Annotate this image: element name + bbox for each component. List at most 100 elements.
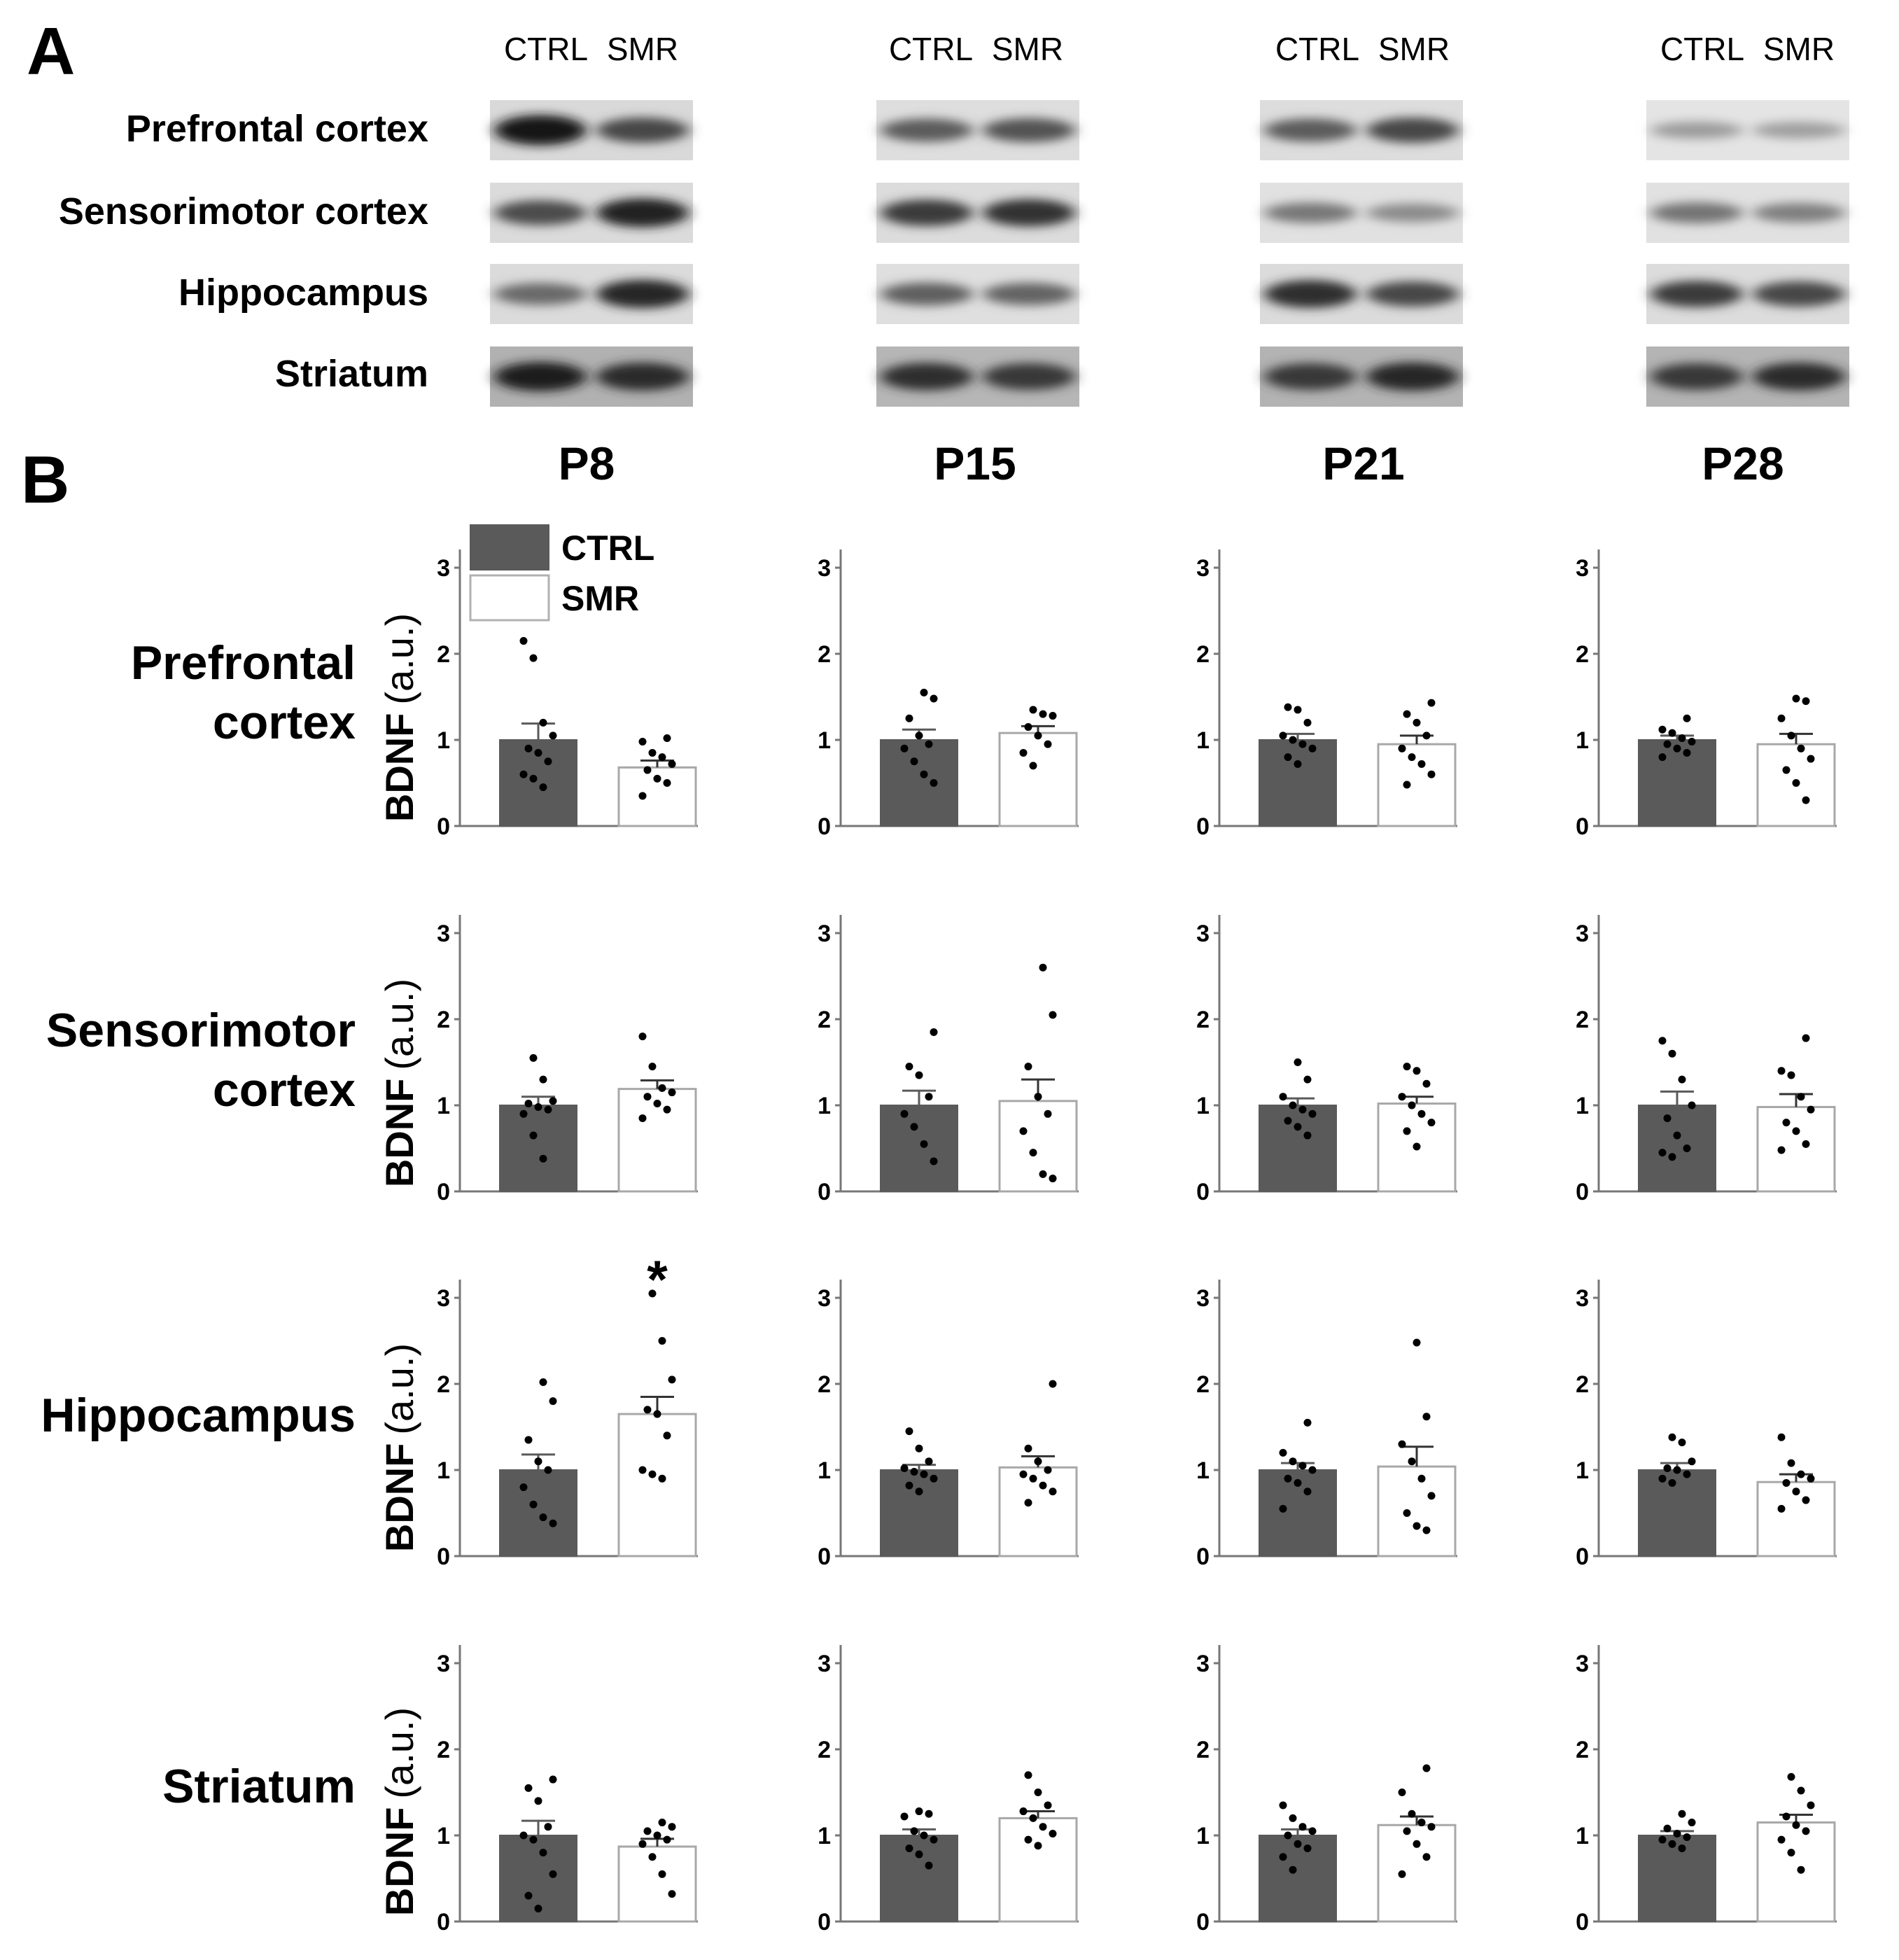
data-point — [663, 1432, 671, 1440]
blot-band-ctrl — [1651, 121, 1743, 139]
blot-row-label: Sensorimotor cortex — [59, 190, 428, 232]
data-point — [1289, 1814, 1297, 1822]
legend-swatch-ctrl — [470, 524, 549, 570]
blot-band-ctrl — [494, 362, 587, 391]
y-tick-label: 2 — [437, 1371, 450, 1398]
chart-panel: 0 1 2 3 — [818, 915, 1079, 1205]
data-point — [915, 1850, 923, 1858]
chart-panel: 0 1 2 3 — [818, 1280, 1079, 1570]
bar-ctrl — [1259, 1105, 1337, 1192]
data-point — [544, 1823, 552, 1831]
data-point — [1303, 1844, 1312, 1852]
data-point — [1294, 706, 1302, 714]
data-point — [1787, 1772, 1795, 1781]
blot-band-ctrl — [881, 200, 973, 226]
blot-band-smr — [1753, 362, 1845, 391]
blot-band-smr — [983, 199, 1075, 227]
data-point — [910, 1123, 918, 1131]
data-point — [663, 1105, 671, 1114]
data-point — [658, 1819, 666, 1827]
y-tick-label: 2 — [1196, 1371, 1210, 1398]
data-point — [663, 779, 671, 787]
blot-band-smr — [1366, 203, 1459, 223]
chart-panel: 0 1 2 3 — [437, 1645, 698, 1935]
y-tick-label: 1 — [1196, 727, 1210, 754]
bar-ctrl — [1638, 1105, 1716, 1192]
data-point — [539, 1378, 547, 1387]
data-point — [1024, 1063, 1032, 1071]
y-tick-label: 1 — [1576, 1457, 1589, 1484]
data-point — [653, 1831, 661, 1840]
y-tick-label: 3 — [818, 920, 831, 947]
y-tick-label: 0 — [818, 1544, 831, 1570]
data-point — [1403, 1827, 1411, 1835]
y-tick-label: 3 — [437, 1285, 450, 1312]
data-point — [1044, 740, 1052, 748]
data-point — [1777, 1146, 1786, 1154]
data-point — [1673, 1466, 1681, 1474]
data-point — [1787, 1071, 1795, 1079]
y-tick-label: 1 — [818, 1457, 831, 1484]
data-point — [1298, 1105, 1307, 1114]
data-point — [1782, 766, 1791, 774]
data-point — [915, 1807, 923, 1816]
data-point — [1279, 1093, 1287, 1101]
y-tick-label: 0 — [1576, 813, 1589, 840]
age-title-p28: P28 — [1702, 438, 1784, 489]
data-point — [1294, 1058, 1302, 1066]
bar-ctrl — [880, 739, 958, 827]
y-axis-label: BDNF(a.u.) — [377, 1707, 421, 1916]
y-tick-label: 3 — [1576, 555, 1589, 582]
data-point — [643, 1406, 652, 1414]
region-title-sensorimotor: cortex — [213, 1063, 356, 1116]
bar-smr — [617, 1845, 697, 1923]
bar-chart-grid: 0 1 2 3 0 1 2 3 0 1 2 3 0 1 2 3 0 1 2 3 0 1 2 3 0 1 2 3 0 1 2 3 0 1 2 3 * 0 1 2… — [437, 550, 1837, 1935]
blot-image — [876, 100, 1079, 160]
data-point — [1787, 1849, 1795, 1857]
data-point — [925, 1809, 933, 1818]
data-point — [1308, 1466, 1317, 1474]
blot-image — [490, 183, 693, 243]
data-point — [900, 1110, 909, 1118]
y-tick-label: 1 — [437, 727, 450, 754]
bar-smr — [1756, 1105, 1836, 1193]
data-point — [915, 1488, 923, 1496]
blot-band-smr — [1366, 281, 1459, 307]
data-point — [1279, 1853, 1287, 1861]
data-point — [1792, 779, 1800, 787]
y-tick-label: 2 — [1576, 1007, 1589, 1033]
data-point — [668, 1890, 676, 1898]
y-tick-label: 2 — [437, 1007, 450, 1033]
data-point — [529, 1054, 538, 1062]
panel-a-letter: A — [27, 14, 75, 89]
data-point — [544, 1466, 552, 1474]
data-point — [539, 1075, 547, 1084]
data-point — [1678, 1809, 1686, 1818]
data-point — [658, 1084, 666, 1092]
data-point — [1044, 1110, 1052, 1118]
y-tick-label: 2 — [437, 1737, 450, 1763]
data-point — [1422, 732, 1431, 740]
data-point — [1688, 1819, 1696, 1827]
data-point — [1029, 1814, 1037, 1822]
data-point — [920, 1470, 928, 1478]
data-point — [1663, 1824, 1672, 1833]
data-point — [1284, 703, 1292, 711]
bar-smr — [998, 1466, 1078, 1558]
legend: CTRL SMR — [469, 524, 654, 622]
chart-panel: 0 1 2 3 * — [437, 1250, 698, 1570]
data-point — [1683, 714, 1691, 722]
data-point — [1294, 1840, 1302, 1848]
data-point — [1673, 1131, 1681, 1140]
chart-panel: 0 1 2 3 — [818, 1645, 1079, 1935]
chart-panel: 0 1 2 3 — [1196, 550, 1457, 840]
data-point — [1029, 762, 1037, 770]
data-point — [1044, 1801, 1052, 1809]
data-point — [1398, 1788, 1406, 1796]
data-point — [1797, 1470, 1805, 1478]
data-point — [1792, 1488, 1800, 1496]
blot-lane-label-ctrl: CTRL — [1275, 31, 1359, 67]
blot-band-smr — [983, 118, 1075, 143]
data-point — [1024, 723, 1032, 732]
data-point — [1049, 1830, 1057, 1838]
